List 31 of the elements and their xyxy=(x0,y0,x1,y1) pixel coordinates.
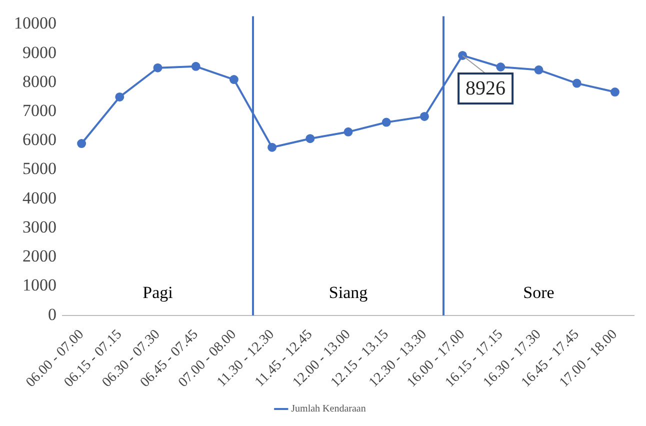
point xyxy=(534,65,544,74)
point xyxy=(268,142,277,152)
point xyxy=(420,112,429,121)
point xyxy=(458,50,468,60)
point xyxy=(191,62,200,71)
annotation: 8926 xyxy=(466,78,506,100)
point xyxy=(115,92,124,102)
point xyxy=(153,63,162,72)
point xyxy=(306,134,315,144)
y-tick-label: 9000 xyxy=(22,42,56,62)
y-tick-label: 4000 xyxy=(22,188,56,208)
point xyxy=(77,139,86,148)
y-tick-label: 8000 xyxy=(22,72,56,91)
y-tick-label: 2000 xyxy=(22,246,56,266)
point xyxy=(229,75,238,84)
point xyxy=(382,118,391,127)
point xyxy=(344,127,353,136)
y-tick-label: 0 xyxy=(48,304,56,324)
point xyxy=(572,78,582,88)
y-tick-label: 10000 xyxy=(14,14,56,33)
y-tick-label: 1000 xyxy=(22,276,56,295)
y-tick-label: 3000 xyxy=(22,217,56,236)
annotation: Siang xyxy=(328,282,368,302)
y-tick-label: 7000 xyxy=(22,101,56,120)
point xyxy=(610,88,620,97)
point xyxy=(496,62,506,72)
annotation: Sore xyxy=(523,282,554,302)
legend-label: Jumlah Kendaraan xyxy=(291,404,366,415)
y-tick-label: 5000 xyxy=(22,159,56,178)
y-tick-label: 6000 xyxy=(22,130,56,150)
annotation: Pagi xyxy=(142,282,174,302)
